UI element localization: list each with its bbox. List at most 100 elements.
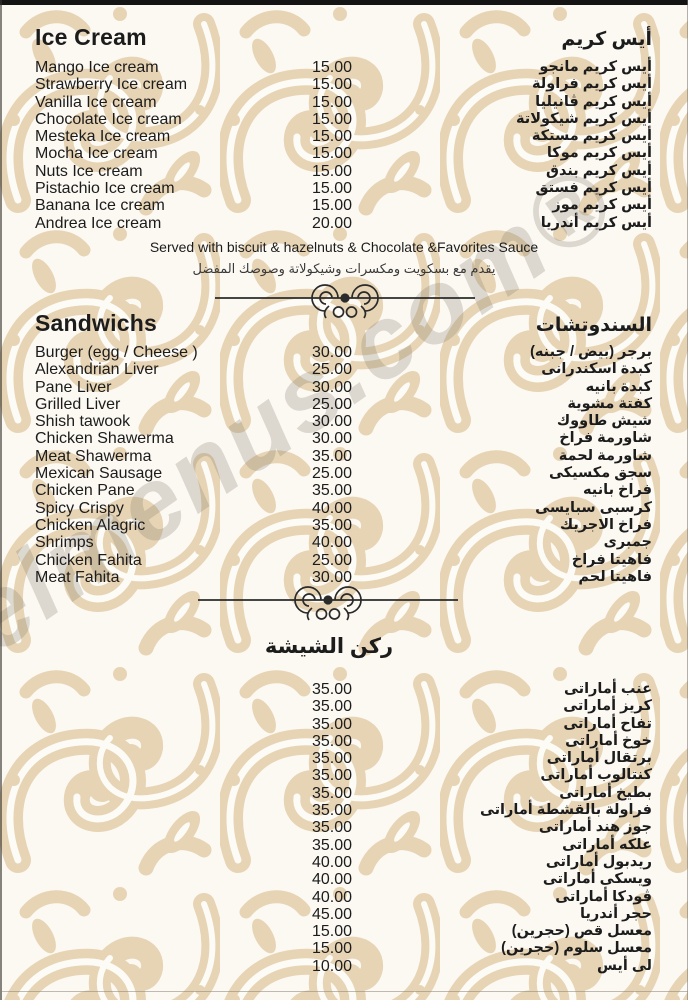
item-name-ar: شاورمة فراخ [559,430,652,447]
menu-item-row: 35.00 فراولة بالقشطة أماراتى [35,802,652,819]
item-name-ar: فراخ الاجريك [559,516,652,533]
item-name-en: Shrimps [35,534,94,552]
item-name-ar: كفتة مشوية [567,395,652,412]
item-name-ar: حجر أندريا [580,905,652,922]
item-name-ar: كرسبى سبايسى [535,499,652,516]
page-left-border [0,0,2,1000]
item-price: 10.00 [311,957,353,975]
menu-item-row: Meat Shawerma 35.00 شاورمة لحمة [35,448,652,465]
item-name-en: Banana Ice cream [35,197,165,215]
menu-item-row: 45.00 حجر أندريا [35,906,652,923]
section-title-ar: السندوتشات [535,315,652,336]
item-name-ar: خوخ أماراتى [565,732,652,749]
item-price: 15.00 [311,180,353,198]
page-top-border [0,0,688,5]
item-price: 15.00 [311,110,353,128]
item-name-ar: كبدة بانيه [585,378,652,395]
item-name-ar: شاورمة لحمة [558,447,652,464]
menu-item-row: Meat Fahita 30.00 فاهيتا لحم [35,569,652,586]
menu-item-row: Spicy Crispy 40.00 كرسبى سبايسى [35,500,652,517]
item-price: 35.00 [311,836,353,854]
item-price: 25.00 [311,551,353,569]
menu-item-row: Mocha Ice cream 15.00 أيس كريم موكا [35,145,652,162]
ice-cream-item-list: Mango Ice cream 15.00 أيس كريم مانجو Str… [35,59,652,232]
menu-item-row: 40.00 ريدبول أماراتى [35,854,652,871]
menu-item-row: Nuts Ice cream 15.00 أيس كريم بندق [35,163,652,180]
item-name-en: Chocolate Ice cream [35,110,182,128]
item-price: 35.00 [311,732,353,750]
item-name-ar: أيس كريم فستق [535,180,652,197]
menu-item-row: Shish tawook 30.00 شيش طاووك [35,413,652,430]
menu-item-row: Grilled Liver 25.00 كفتة مشوية [35,396,652,413]
item-name-ar: ريدبول أماراتى [545,853,652,870]
menu-item-row: Chocolate Ice cream 15.00 أيس كريم شيكول… [35,111,652,128]
section-header-ice-cream: Ice Cream أيس كريم [35,24,652,51]
item-price: 15.00 [311,59,353,76]
item-price: 35.00 [311,750,353,768]
menu-item-row: Strawberry Ice cream 15.00 أيس كريم فراو… [35,76,652,93]
item-name-en: Spicy Crispy [35,499,124,517]
section-title-en: Sandwichs [35,310,157,336]
menu-item-row: Pistachio Ice cream 15.00 أيس كريم فستق [35,180,652,197]
item-price: 40.00 [311,888,353,906]
menu-item-row: 35.00 تفاح أماراتى [35,716,652,733]
item-price: 15.00 [311,128,353,146]
menu-item-row: Mango Ice cream 15.00 أيس كريم مانجو [35,59,652,76]
item-name-ar: كريز أماراتى [563,698,652,715]
item-price: 40.00 [311,853,353,871]
item-price: 35.00 [311,447,353,465]
item-name-en: Meat Shawerma [35,447,152,465]
item-name-ar: أيس كريم ڤانيليا [535,93,652,110]
item-name-en: Pane Liver [35,378,112,396]
item-name-en: Andrea Ice cream [35,214,162,232]
menu-item-row: 35.00 عنب أماراتى [35,681,652,698]
item-name-ar: أيس كريم شيكولاتة [516,110,652,127]
menu-item-row: 40.00 ويسكى أماراتى [35,871,652,888]
item-price: 35.00 [311,516,353,534]
item-name-ar: جوز هند أماراتى [538,819,652,836]
menu-item-row: Chicken Pane 35.00 فراخ بانيه [35,482,652,499]
item-price: 15.00 [311,93,353,111]
item-price: 30.00 [311,430,353,448]
item-name-en: Chicken Shawerma [35,430,174,448]
item-price: 15.00 [311,76,353,94]
menu-item-row: 35.00 خوخ أماراتى [35,733,652,750]
item-name-ar: علكه أماراتى [562,836,652,853]
item-price: 25.00 [311,361,353,379]
item-name-en: Shish tawook [35,413,131,431]
menu-item-row: Chicken Shawerma 30.00 شاورمة فراخ [35,430,652,447]
menu-item-row: 15.00 معسل سلوم (حجرين) [35,940,652,957]
menu-item-row: 10.00 لى أيس [35,958,652,975]
item-name-en: Mexican Sausage [35,465,163,483]
serving-note-ar: يقدم مع بسكويت ومكسرات وشيكولاتة وصوصك ا… [192,261,496,276]
item-name-ar: أيس كريم فراولة [532,76,652,93]
item-name-ar: أيس كريم مانجو [539,59,652,75]
item-name-en: Mesteka Ice cream [35,128,171,146]
item-name-ar: ويسكى أماراتى [542,871,652,888]
item-name-ar: برجر (بيض / جبنه) [530,344,652,360]
section-header-sandwiches: Sandwichs السندوتشات [35,310,652,337]
item-price: 15.00 [311,162,353,180]
item-name-ar: فاهيتا لحم [578,568,652,585]
menu-item-row: 15.00 معسل قص (حجرين) [35,923,652,940]
item-price: 25.00 [311,395,353,413]
item-name-en: Mocha Ice cream [35,145,158,163]
sandwiches-item-list: Burger (egg / Cheese ) 30.00 برجر (بيض /… [35,344,652,586]
item-price: 40.00 [311,499,353,517]
menu-item-row: Mesteka Ice cream 15.00 أيس كريم مستكة [35,128,652,145]
item-price: 45.00 [311,905,353,923]
item-price: 35.00 [311,802,353,820]
item-name-ar: أيس كريم أندريا [540,214,652,231]
item-price: 40.00 [311,871,353,889]
item-price: 30.00 [311,568,353,586]
menu-item-row: 35.00 برتقال أماراتى [35,750,652,767]
item-name-ar: أيس كريم موكا [546,145,652,162]
item-price: 15.00 [311,940,353,958]
item-name-ar: لى أيس [596,957,652,974]
item-price: 35.00 [311,784,353,802]
menu-item-row: Andrea Ice cream 20.00 أيس كريم أندريا [35,215,652,232]
item-name-ar: معسل سلوم (حجرين) [501,940,652,957]
menu-item-row: Chicken Fahita 25.00 فاهيتا فراخ [35,552,652,569]
item-name-en: Chicken Fahita [35,551,142,569]
